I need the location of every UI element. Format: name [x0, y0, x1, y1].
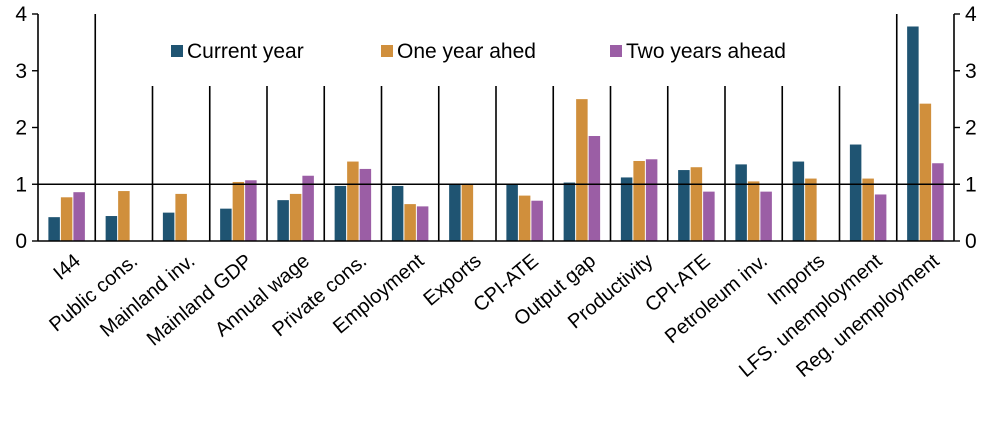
category-separators [94, 14, 898, 241]
right-tick-label: 1 [965, 173, 977, 196]
right-tick-label: 2 [965, 117, 977, 140]
legend-label-1: Current year [187, 40, 304, 63]
bar-2-11 [633, 160, 645, 241]
bar-2-15 [862, 178, 874, 241]
bar-1-6 [334, 185, 347, 241]
left-tick-label: 1 [15, 173, 27, 196]
category-label: Petroleum inv. [661, 250, 772, 348]
right-tick-label: 3 [965, 60, 977, 83]
legend-swatch-3 [610, 45, 622, 57]
bar-1-11 [620, 177, 633, 241]
legend-swatch-2 [381, 45, 393, 57]
bar-2-8 [461, 184, 474, 241]
bar-3-13 [760, 191, 772, 241]
bar-2-4 [232, 181, 245, 241]
legend-label-3: Two years ahead [626, 40, 786, 63]
bar-2-7 [404, 204, 416, 241]
bar-2-16 [919, 103, 932, 241]
bar-2-3 [175, 193, 187, 241]
bar-3-10 [588, 136, 601, 241]
bar-1-13 [735, 164, 747, 241]
legend-swatch-1 [171, 45, 183, 57]
bar-2-2 [118, 191, 130, 241]
left-tick-label: 2 [15, 117, 27, 140]
right-tick-label: 0 [965, 230, 977, 253]
bar-2-5 [289, 193, 302, 241]
bar-2-10 [576, 99, 588, 242]
bar-2-1 [60, 197, 73, 241]
bar-3-9 [531, 200, 543, 241]
left-tick-label: 4 [15, 3, 27, 26]
bar-1-14 [792, 161, 805, 241]
bar-1-3 [162, 212, 175, 242]
right-y-axis: 0 1 2 3 4 [954, 3, 977, 253]
bar-2-9 [518, 195, 531, 241]
bar-1-10 [563, 182, 576, 241]
bar-1-12 [678, 170, 690, 241]
legend-label-2: One year ahed [397, 40, 536, 63]
bar-2-12 [690, 167, 703, 241]
bar-2-6 [347, 161, 359, 241]
bar-3-15 [874, 194, 887, 241]
left-tick-label: 0 [15, 230, 27, 253]
bar-3-7 [416, 206, 429, 241]
bar-1-16 [907, 26, 919, 241]
bar-1-7 [391, 185, 404, 241]
bar-1-15 [849, 144, 862, 241]
category-label: I44 [49, 250, 84, 285]
bar-1-5 [277, 200, 289, 241]
bar-1-8 [449, 184, 461, 241]
bar-1-2 [105, 216, 118, 241]
bar-3-16 [932, 163, 944, 241]
left-y-axis: 0 1 2 3 4 [15, 3, 38, 253]
bar-3-12 [703, 191, 715, 241]
legend: Current year One year ahed Two years ahead [171, 40, 786, 63]
bar-3-5 [302, 175, 314, 241]
bar-3-6 [359, 168, 372, 241]
plot-bars [48, 26, 944, 242]
bar-1-4 [220, 208, 232, 241]
bar-3-11 [645, 159, 658, 241]
bar-1-1 [48, 217, 60, 241]
left-tick-label: 3 [15, 60, 27, 83]
bar-3-1 [73, 192, 85, 241]
right-tick-label: 4 [965, 3, 977, 26]
bar-2-13 [747, 181, 760, 241]
bar-3-4 [245, 180, 257, 241]
bar-2-14 [805, 178, 817, 241]
bar-1-9 [506, 184, 518, 241]
